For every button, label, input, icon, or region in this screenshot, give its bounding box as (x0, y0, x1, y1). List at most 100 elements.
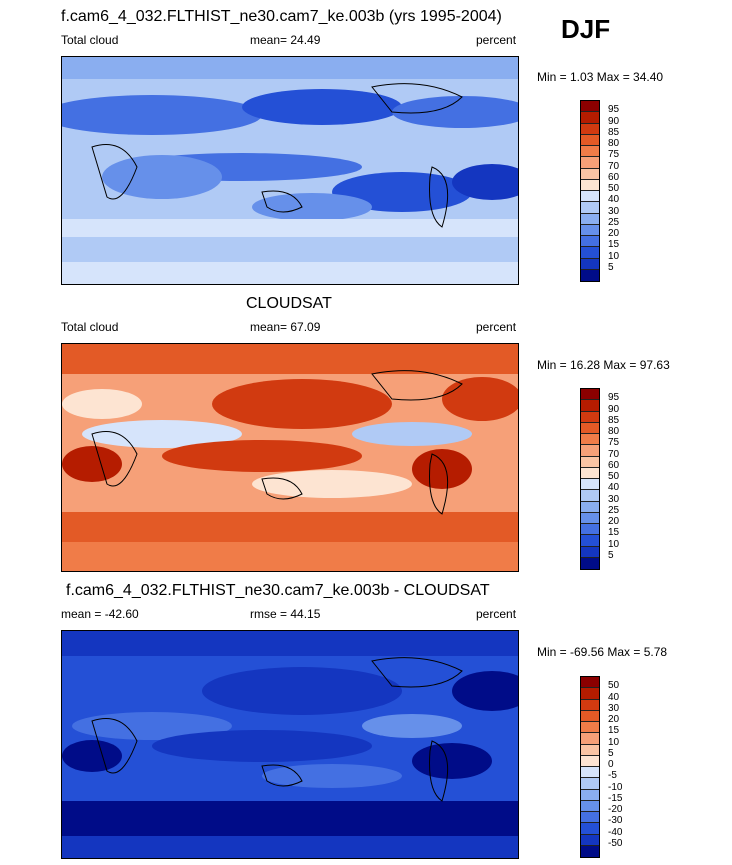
colorbar-tick-label: 70 (608, 160, 620, 172)
colorbar-tick-label: 80 (608, 138, 620, 149)
colorbar-swatch (581, 247, 599, 259)
colorbar-tick-label: 95 (608, 104, 620, 116)
colorbar-swatch (581, 722, 599, 734)
colorbar-tick-label: 50 (608, 471, 620, 482)
colorbar-swatch (581, 479, 599, 491)
colorbar-swatch (581, 467, 599, 479)
colorbar-tick-label: -40 (608, 826, 623, 838)
panel-2-left-label: Total cloud (61, 320, 119, 334)
colorbar-swatch (581, 101, 599, 113)
colorbar-swatch (581, 767, 599, 779)
colorbar-tick-label: 50 (608, 680, 620, 692)
colorbar-tick-label: 85 (608, 126, 620, 138)
colorbar-tick-label: 20 (608, 714, 620, 725)
colorbar-tick-label: 25 (608, 504, 620, 516)
panel-2-title: CLOUDSAT (246, 295, 332, 312)
colorbar-tick-label: 60 (608, 171, 620, 183)
colorbar-swatch (581, 146, 599, 158)
colorbar-tick-label: 30 (608, 205, 620, 217)
colorbar-swatch (581, 755, 599, 767)
colorbar-swatch (581, 699, 599, 711)
colorbar-tick-label: 80 (608, 426, 620, 437)
colorbar-tick-label: 15 (608, 527, 620, 539)
panel-3-minmax: Min = -69.56 Max = 5.78 (537, 645, 668, 659)
colorbar-swatch (581, 710, 599, 722)
colorbar-swatch (581, 512, 599, 524)
colorbar-tick-label: 90 (608, 115, 620, 127)
colorbar-swatch (581, 400, 599, 412)
colorbar-tick-label: 30 (608, 702, 620, 714)
colorbar-tick-label: 20 (608, 516, 620, 527)
panel-1-right-label: percent (476, 33, 517, 47)
colorbar-tick-label: 50 (608, 183, 620, 194)
colorbar-swatch (581, 213, 599, 225)
panel-1-center-label: mean= 24.49 (250, 33, 321, 47)
colorbar-swatch (581, 501, 599, 513)
colorbar-tick-label: 40 (608, 482, 620, 494)
colorbar-tick-label: 15 (608, 725, 620, 737)
colorbar-tick-label: 30 (608, 493, 620, 505)
colorbar-tick-label: 20 (608, 228, 620, 239)
colorbar-swatch (581, 535, 599, 547)
colorbar-swatch (581, 688, 599, 700)
panel-3-colorbar (580, 676, 600, 858)
panel-3-map (61, 630, 519, 859)
colorbar-swatch (581, 546, 599, 558)
panel-3-title: f.cam6_4_032.FLTHIST_ne30.cam7_ke.003b -… (66, 582, 490, 599)
panel-3-center-label: rmse = 44.15 (250, 607, 321, 621)
season-label: DJF (561, 14, 611, 44)
panel-1-minmax: Min = 1.03 Max = 34.40 (537, 70, 664, 84)
colorbar-tick-label: -15 (608, 792, 623, 804)
panel-2-colorbar (580, 388, 600, 570)
colorbar-tick-label: 40 (608, 691, 620, 703)
panel-3-right-label: percent (476, 607, 517, 621)
colorbar-swatch (581, 823, 599, 835)
colorbar-swatch (581, 434, 599, 446)
colorbar-tick-label: 70 (608, 448, 620, 460)
panel-1-map-svg (62, 57, 518, 284)
colorbar-swatch (581, 258, 599, 270)
colorbar-tick-label: 5 (608, 261, 614, 273)
colorbar-swatch (581, 168, 599, 180)
colorbar-swatch (581, 733, 599, 745)
colorbar-swatch (581, 445, 599, 457)
colorbar-swatch (581, 269, 599, 281)
colorbar-swatch (581, 411, 599, 423)
colorbar-swatch (581, 191, 599, 203)
colorbar-swatch (581, 389, 599, 401)
colorbar-swatch (581, 789, 599, 801)
panel-1-left-label: Total cloud (61, 33, 119, 47)
panel-2-map (61, 343, 519, 572)
colorbar-tick-label: -50 (608, 837, 623, 849)
colorbar-swatch (581, 800, 599, 812)
colorbar-tick-label: -10 (608, 781, 623, 793)
colorbar-tick-label: 25 (608, 216, 620, 228)
colorbar-swatch (581, 422, 599, 434)
colorbar-swatch (581, 677, 599, 689)
colorbar-swatch (581, 778, 599, 790)
panel-1-map (61, 56, 519, 285)
colorbar-tick-label: -30 (608, 815, 623, 827)
colorbar-swatch (581, 845, 599, 857)
colorbar-swatch (581, 490, 599, 502)
panel-3-left-label: mean = -42.60 (61, 607, 139, 621)
colorbar-swatch (581, 123, 599, 135)
colorbar-tick-label: 0 (608, 759, 614, 770)
colorbar-swatch (581, 834, 599, 846)
panel-1-colorbar (580, 100, 600, 282)
panel-2-map-svg (62, 344, 518, 571)
colorbar-tick-label: 90 (608, 403, 620, 415)
colorbar-swatch (581, 524, 599, 536)
colorbar-swatch (581, 202, 599, 214)
panel-2-center-label: mean= 67.09 (250, 320, 321, 334)
colorbar-tick-label: 10 (608, 250, 620, 262)
panel-3-map-svg (62, 631, 518, 858)
colorbar-swatch (581, 557, 599, 569)
colorbar-tick-label: 5 (608, 549, 614, 561)
colorbar-swatch (581, 456, 599, 468)
colorbar-swatch (581, 812, 599, 824)
colorbar-tick-label: 15 (608, 239, 620, 251)
colorbar-tick-label: 75 (608, 149, 620, 161)
panel-2-right-label: percent (476, 320, 517, 334)
colorbar-swatch (581, 134, 599, 146)
